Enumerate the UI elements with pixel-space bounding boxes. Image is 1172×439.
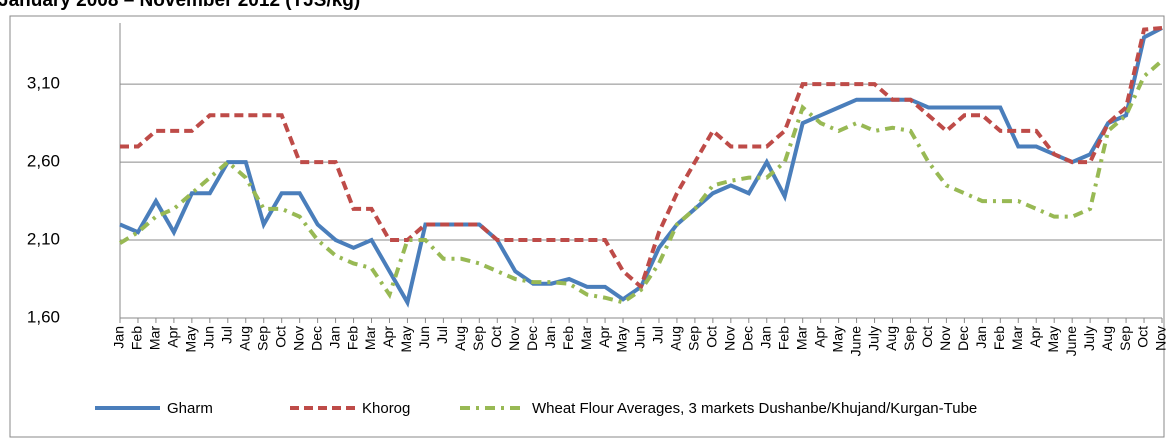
x-tick-label: Mar — [793, 326, 809, 350]
x-tick-label: Jan — [326, 326, 342, 349]
x-tick-label: Mar — [147, 326, 163, 350]
x-tick-label: Aug — [452, 326, 468, 351]
series-line — [118, 59, 1164, 305]
x-tick-label: Apr — [165, 326, 181, 348]
legend-label: Wheat Flour Averages, 3 markets Dushanbe… — [532, 400, 977, 417]
x-tick-label: Feb — [344, 326, 360, 350]
x-tick-label: Mar — [578, 326, 594, 350]
chart-frame — [9, 15, 1165, 438]
x-tick-label: Mar — [1009, 326, 1025, 350]
x-tick-label: Nov — [290, 326, 306, 351]
x-tick-label: July — [1081, 326, 1097, 351]
y-tick-label: 2,60 — [27, 152, 60, 171]
legend-label: Khorog — [362, 400, 410, 417]
x-tick-label: Jun — [416, 326, 432, 349]
x-tick-label: Jul — [650, 326, 666, 344]
x-tick-label: June — [1063, 326, 1079, 357]
x-tick-label: Jan — [111, 326, 127, 349]
x-tick-label: Nov — [722, 326, 738, 351]
x-tick-label: Feb — [129, 326, 145, 350]
x-tick-label: July — [865, 326, 881, 351]
x-tick-label: May — [1045, 326, 1061, 352]
x-tick-label: Dec — [524, 326, 540, 351]
x-tick-label: Sep — [470, 326, 486, 351]
series-line — [119, 26, 1163, 308]
x-tick-label: Oct — [1135, 326, 1151, 348]
x-tick-label: Dec — [955, 326, 971, 351]
legend-label: Gharm — [167, 400, 213, 417]
x-tick-label: Jun — [201, 326, 217, 349]
x-tick-label: Apr — [380, 326, 396, 348]
x-tick-label: Feb — [775, 326, 791, 350]
x-tick-label: May — [829, 326, 845, 352]
x-tick-label: May — [614, 326, 630, 352]
x-tick-label: Apr — [811, 326, 827, 348]
x-tick-label: Jun — [632, 326, 648, 349]
x-tick-label: Jan — [973, 326, 989, 349]
x-tick-label: Oct — [272, 326, 288, 348]
x-tick-label: Sep — [1117, 326, 1133, 351]
x-tick-label: Sep — [254, 326, 270, 351]
x-tick-label: Feb — [991, 326, 1007, 350]
y-tick-label: 3,10 — [27, 74, 60, 93]
x-tick-label: Jul — [434, 326, 450, 344]
x-tick-label: May — [183, 326, 199, 352]
x-tick-label: Jan — [542, 326, 558, 349]
x-tick-label: Nov — [937, 326, 953, 351]
x-tick-label: Dec — [739, 326, 755, 351]
chart-title: January 2008 – November 2012 (TJS/kg) — [0, 0, 360, 11]
x-tick-label: June — [847, 326, 863, 357]
x-tick-label: Aug — [668, 326, 684, 351]
y-tick-label: 2,10 — [27, 230, 60, 249]
x-tick-label: Oct — [488, 326, 504, 348]
x-tick-label: Sep — [901, 326, 917, 351]
x-tick-label: Dec — [308, 326, 324, 351]
x-tick-label: Aug — [236, 326, 252, 351]
x-tick-label: Apr — [596, 326, 612, 348]
x-tick-label: Feb — [560, 326, 576, 350]
x-tick-label: Jul — [218, 326, 234, 344]
y-tick-label: 1,60 — [27, 307, 60, 326]
x-tick-label: Apr — [1027, 326, 1043, 348]
x-tick-label: May — [398, 326, 414, 352]
x-tick-label: Aug — [883, 326, 899, 351]
x-tick-label: Mar — [362, 326, 378, 350]
series-line — [120, 26, 1163, 291]
x-tick-label: Jan — [757, 326, 773, 349]
x-tick-label: Oct — [919, 326, 935, 348]
x-tick-label: Oct — [704, 326, 720, 348]
x-tick-label: Nov — [1153, 326, 1169, 351]
x-tick-label: Aug — [1099, 326, 1115, 351]
x-tick-label: Nov — [506, 326, 522, 351]
x-tick-label: Sep — [686, 326, 702, 351]
